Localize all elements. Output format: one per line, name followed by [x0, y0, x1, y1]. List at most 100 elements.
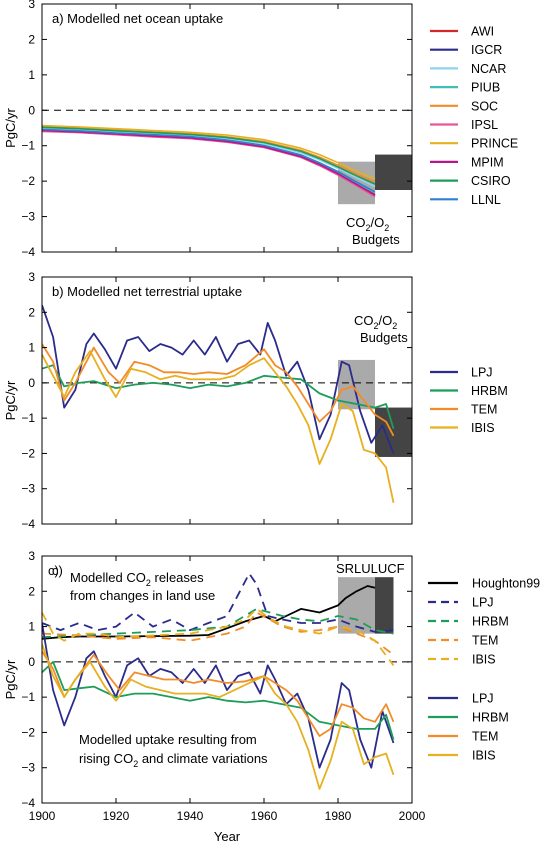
- y-tick-label: −4: [21, 245, 35, 259]
- panel-0: 3 2 1 0 −1 −2 −3 −4 PgC/yr a) Modelled net ocean …: [3, 0, 413, 259]
- series-line-ibis-release: [42, 608, 395, 666]
- legend-label-ibis: IBIS: [471, 421, 495, 435]
- legend-label-igcr: IGCR: [471, 43, 502, 57]
- legend-label-prince: PRINCE: [471, 137, 518, 151]
- legend-label-piub: PIUB: [471, 81, 500, 95]
- series-line-prince: [42, 124, 376, 180]
- y-tick-label: 3: [28, 0, 35, 11]
- series-group: [42, 124, 376, 198]
- y-tick-label: −1: [21, 690, 35, 704]
- x-axis-label: Year: [214, 829, 241, 844]
- plot-frame: [41, 276, 413, 525]
- series-line-ibis-uptake: [42, 643, 395, 790]
- y-tick-label: 2: [28, 305, 35, 319]
- series-line-ibis: [42, 350, 395, 503]
- budget-box-1: [375, 407, 412, 457]
- legend-label-lpj: LPJ: [472, 596, 494, 610]
- uptake-annotation-line2: rising CO2 and climate variations: [79, 751, 268, 769]
- panel-1: 3 2 1 0 −1 −2 −3 −4 PgC/yr b) Modelled net terres…: [3, 270, 413, 531]
- budget-annotation-line2: Budgets: [360, 330, 408, 345]
- y-axis-label: PgC/yr: [3, 107, 18, 147]
- series-line-hrbm: [42, 364, 395, 429]
- x-tick-label: 1960: [251, 809, 278, 823]
- release-annotation: Modelled CO2 releases: [70, 570, 204, 588]
- x-tick-label: 1980: [325, 809, 352, 823]
- legend-label-hrbm: HRBM: [472, 711, 509, 725]
- y-tick-label: −3: [21, 482, 35, 496]
- legend-label-ipsl: IPSL: [471, 118, 498, 132]
- series-group: [42, 304, 395, 503]
- y-tick-label: 1: [28, 341, 35, 355]
- legend: LPJ HRBM TEM IBIS: [430, 366, 508, 435]
- y-axis-label: PgC/yr: [3, 380, 18, 420]
- y-tick-label: 1: [28, 620, 35, 634]
- legend-label-soc: SOC: [471, 99, 498, 113]
- budget-box-1: [375, 154, 412, 190]
- legend-label-mpim: MPIM: [471, 155, 504, 169]
- legend-label-llnl: LLNL: [471, 193, 501, 207]
- y-tick-label: −1: [21, 139, 35, 153]
- series-line-llnl: [42, 128, 376, 193]
- y-tick-label: −2: [21, 446, 35, 460]
- release-annotation-line2: from changes in land use: [70, 588, 215, 603]
- x-tick-label: 1920: [103, 809, 130, 823]
- y-tick-label: 3: [28, 270, 35, 284]
- y-tick-label: −1: [21, 411, 35, 425]
- series-line-mpim: [42, 129, 376, 196]
- legend-label-lpj: LPJ: [472, 692, 494, 706]
- x-tick-label: 1940: [177, 809, 204, 823]
- panel-title: c): [52, 563, 63, 578]
- x-tick-label: 2000: [399, 809, 426, 823]
- series-line-hrbm-release: [42, 608, 394, 639]
- y-tick-label: −3: [21, 210, 35, 224]
- plot-frame: [41, 3, 413, 253]
- y-tick-label: −2: [21, 725, 35, 739]
- series-group: [42, 572, 395, 790]
- legend: AWI IGCR NCAR PIUB SOC IPSL PRINCE MPIM CSIRO LLN…: [430, 25, 518, 207]
- legend-label-tem: TEM: [472, 634, 498, 648]
- series-line-tem-uptake: [42, 650, 395, 737]
- legend-label-csiro: CSIRO: [471, 174, 511, 188]
- legend-label-tem: TEM: [472, 730, 498, 744]
- plot-frame: [41, 555, 413, 804]
- x-tick-label: 1900: [29, 809, 56, 823]
- panel-title: b) Modelled net terrestrial uptake: [52, 284, 242, 299]
- legend-label-lpj: LPJ: [471, 366, 493, 380]
- y-tick-label: −2: [21, 174, 35, 188]
- legend-label-hrbm: HRBM: [471, 384, 508, 398]
- legend-label-houghton99: Houghton99: [472, 577, 540, 591]
- budget-box-1: [375, 577, 394, 634]
- series-line-csiro: [42, 126, 376, 185]
- legend-label-tem: TEM: [471, 403, 497, 417]
- y-axis-label: PgC/yr: [3, 659, 18, 699]
- y-tick-label: 0: [28, 103, 35, 117]
- uptake-annotation: Modelled uptake resulting from: [79, 732, 257, 747]
- panel-title: a) Modelled net ocean uptake: [52, 11, 223, 26]
- y-tick-label: 1: [28, 68, 35, 82]
- budget-annotation: CO2/O2: [346, 215, 389, 233]
- series-line-ipsl: [42, 130, 376, 198]
- budget-annotation-line2: Budgets: [352, 232, 400, 247]
- legend-label-hrbm: HRBM: [472, 615, 509, 629]
- legend: Houghton99 LPJ HRBM TEM IBIS LPJ HRBM TEM IBIS: [428, 577, 540, 763]
- y-tick-label: 3: [28, 549, 35, 563]
- legend-label-ibis: IBIS: [472, 749, 496, 763]
- y-tick-label: −4: [21, 796, 35, 810]
- budget-annotation: CO2/O2: [354, 313, 397, 331]
- series-line-tem: [42, 343, 395, 437]
- legend-label-awi: AWI: [471, 25, 494, 39]
- y-tick-label: 0: [28, 376, 35, 390]
- y-tick-label: −3: [21, 761, 35, 775]
- y-tick-label: −4: [21, 517, 35, 531]
- y-tick-label: 2: [28, 584, 35, 598]
- y-tick-label: 2: [28, 32, 35, 46]
- series-line-soc: [42, 125, 376, 183]
- srlulucf-label: SRLULUCF: [336, 561, 405, 576]
- y-tick-label: 0: [28, 655, 35, 669]
- series-line-tem-release: [42, 611, 395, 656]
- series-line-lpj: [42, 304, 395, 454]
- panel-letter: c): [48, 563, 59, 578]
- legend-label-ncar: NCAR: [471, 62, 506, 76]
- series-line-lpj-release: [42, 572, 394, 633]
